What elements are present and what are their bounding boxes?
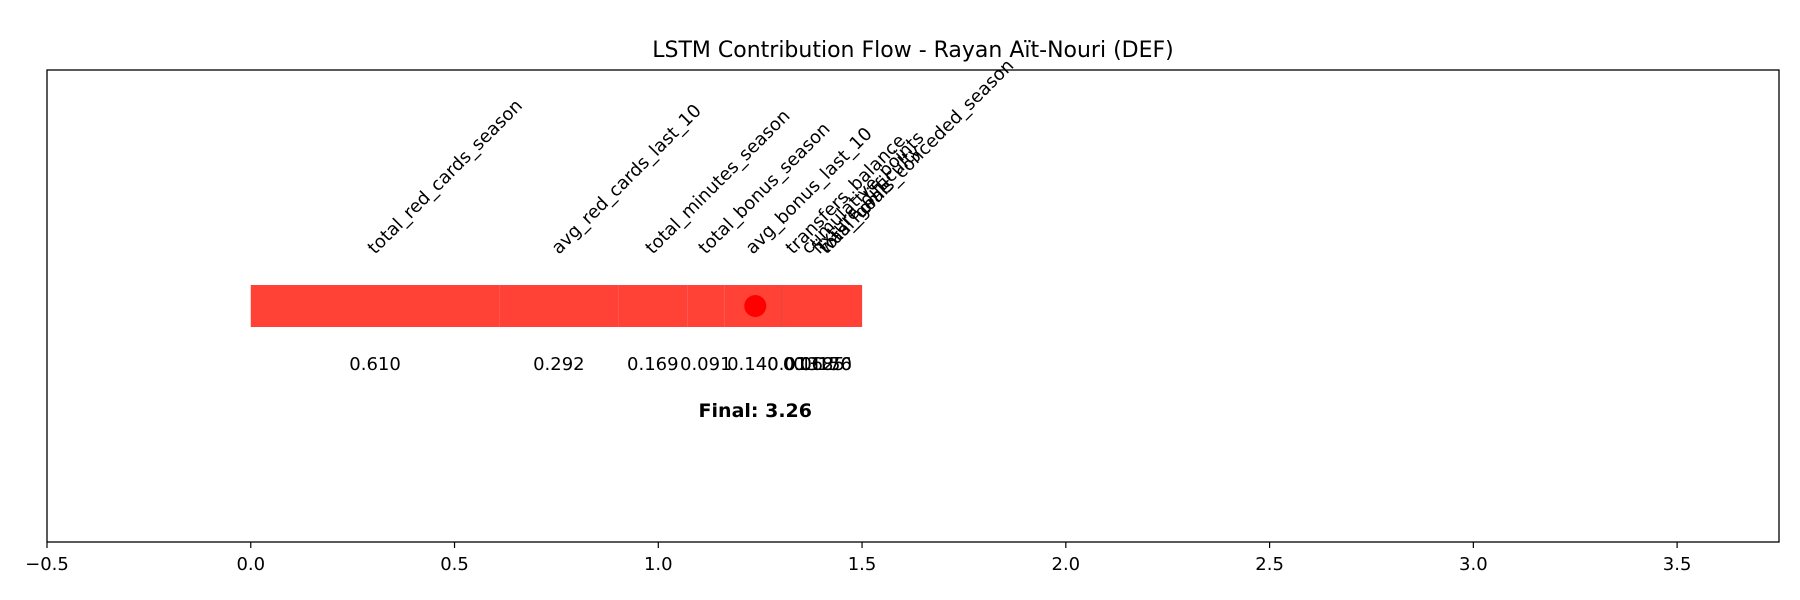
value-label: 0.013 — [767, 354, 819, 375]
feature-label: avg_red_cards_last_10 — [548, 100, 706, 258]
value-label: 0.091 — [680, 354, 732, 375]
bar-segment — [687, 285, 725, 327]
value-label: 0.176 — [800, 354, 852, 375]
bar-segment — [790, 285, 863, 327]
x-tick-label: 2.5 — [1255, 554, 1284, 575]
plot-frame — [46, 69, 1780, 543]
value-label: 0.169 — [627, 354, 679, 375]
value-label: 0.162 — [783, 354, 835, 375]
x-tick-label: 0.0 — [236, 554, 265, 575]
value-label: 0.610 — [349, 354, 401, 375]
x-tick-label: 3.5 — [1663, 554, 1692, 575]
x-tick-label: 0.5 — [440, 554, 469, 575]
bar-segments — [250, 285, 863, 327]
bar-segment — [618, 285, 688, 327]
x-tick-label: 1.5 — [848, 554, 877, 575]
bar-segment — [499, 285, 619, 327]
final-marker-group: Final: 3.26 — [699, 295, 812, 422]
value-label: 0.185 — [793, 354, 845, 375]
x-tick-label: 2.0 — [1052, 554, 1081, 575]
x-tick-label: 3.0 — [1459, 554, 1488, 575]
value-label: 0.150 — [800, 354, 852, 375]
x-tick-label: 1.0 — [644, 554, 673, 575]
x-axis: −0.5 0.0 0.5 1.0 1.5 2.0 2.5 3.0 3.5 — [25, 542, 1691, 575]
x-tick-label: −0.5 — [25, 554, 69, 575]
chart-title: LSTM Contribution Flow - Rayan Aït-Nouri… — [652, 38, 1174, 63]
bar-segment — [250, 285, 500, 327]
feature-label: total_red_cards_season — [364, 95, 527, 258]
final-marker — [744, 295, 767, 317]
value-label: 0.292 — [533, 354, 585, 375]
feature-labels: total_red_cards_season avg_red_cards_last… — [364, 55, 1018, 258]
final-label: Final: 3.26 — [699, 400, 812, 422]
value-label: 0.140 — [727, 354, 779, 375]
